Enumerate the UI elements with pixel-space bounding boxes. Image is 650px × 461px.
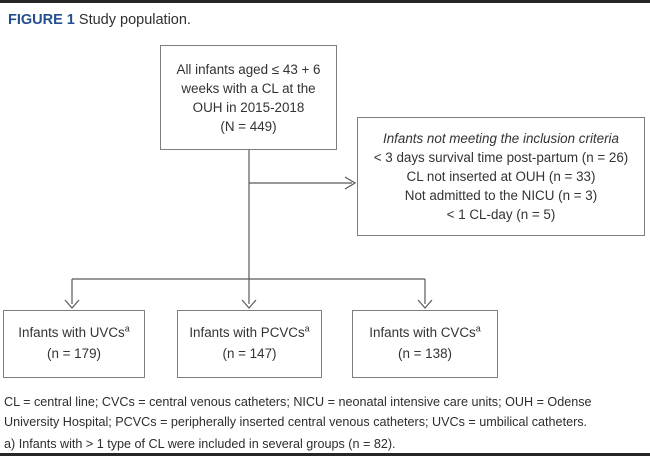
- outcome-superscript: a: [475, 323, 481, 334]
- exclusion-item: CL not inserted at OUH (n = 33): [406, 169, 596, 184]
- figure-title: Study population.: [78, 12, 191, 28]
- abbreviation-line: University Hospital; PCVCs = peripherall…: [4, 415, 588, 429]
- figure-caption: FIGURE 1 Study population.: [8, 12, 191, 29]
- exclusion-item: Not admitted to the NICU (n = 3): [404, 188, 598, 203]
- outcome-label-text: Infants with CVCs: [369, 325, 476, 340]
- abbreviations-footnote: CL = central line; CVCs = central venous…: [4, 392, 650, 432]
- outcome-count: (n = 138): [398, 345, 452, 361]
- outcome-superscript: a: [124, 323, 130, 334]
- exclusion-box: Infants not meeting the inclusion criter…: [357, 117, 645, 236]
- figure-label: FIGURE 1: [8, 12, 75, 28]
- arrowhead-right-icon: [344, 176, 357, 190]
- population-box: All infants aged ≤ 43 + 6 weeks with a C…: [160, 45, 337, 150]
- outcome-count: (n = 147): [222, 345, 277, 361]
- outcome-box-pcvcs: Infants with PCVCsa (n = 147): [177, 310, 322, 378]
- population-box-line: OUH in 2015-2018: [192, 99, 305, 115]
- arrowhead-down-left-icon: [64, 299, 80, 309]
- top-rule: [0, 0, 650, 3]
- note-footnote: a) Infants with > 1 type of CL were incl…: [4, 437, 396, 451]
- outcome-label: Infants with UVCsa: [4, 323, 144, 344]
- outcome-label-text: Infants with UVCs: [18, 325, 125, 340]
- exclusion-item: < 1 CL-day (n = 5): [446, 207, 556, 222]
- abbreviation-line: CL = central line; CVCs = central venous…: [4, 395, 592, 409]
- outcome-box-uvcs: Infants with UVCsa (n = 179): [3, 310, 145, 378]
- exclusion-box-title: Infants not meeting the inclusion criter…: [383, 131, 619, 146]
- bottom-rule: [0, 453, 650, 456]
- exclusion-item: < 3 days survival time post-partum (n = …: [373, 150, 629, 165]
- outcome-count: (n = 179): [47, 345, 101, 361]
- outcome-box-cvcs: Infants with CVCsa (n = 138): [352, 310, 498, 378]
- outcome-label: Infants with PCVCsa: [178, 323, 321, 344]
- arrowhead-down-center-icon: [241, 299, 257, 309]
- population-box-line: weeks with a CL at the: [181, 80, 316, 96]
- outcome-superscript: a: [304, 323, 310, 334]
- arrowhead-down-right-icon: [417, 299, 433, 309]
- population-box-count: (N = 449): [220, 118, 277, 134]
- population-box-line: All infants aged ≤ 43 + 6: [176, 61, 321, 77]
- outcome-label: Infants with CVCsa: [353, 323, 497, 344]
- outcome-label-text: Infants with PCVCs: [189, 325, 305, 340]
